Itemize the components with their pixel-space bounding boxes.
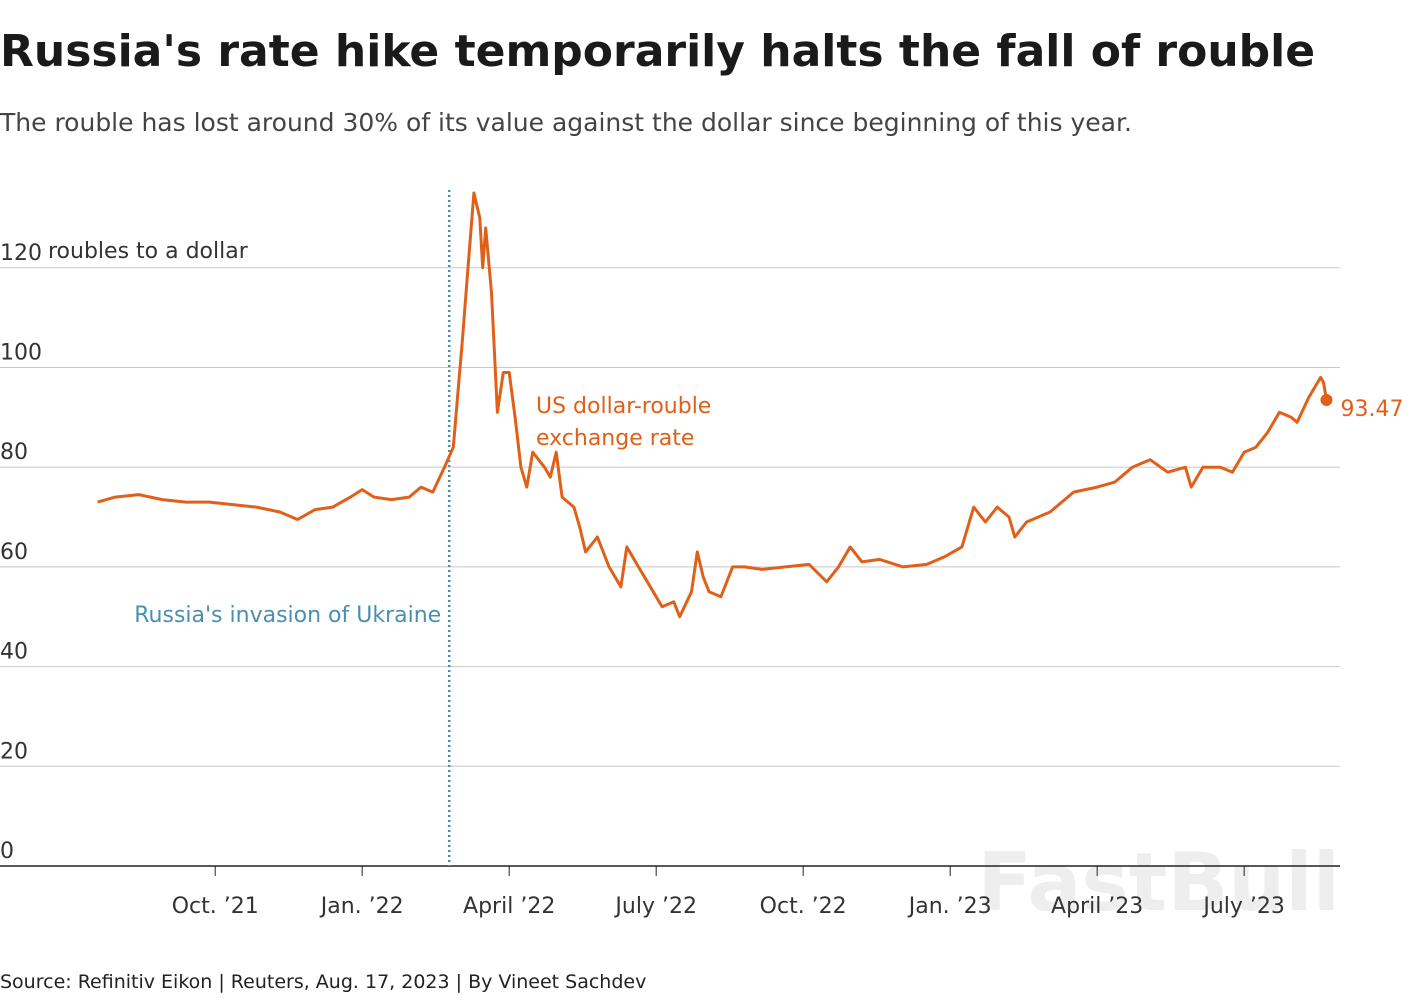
- x-tick-label: July ’22: [613, 894, 697, 919]
- watermark: FastBull: [977, 836, 1340, 929]
- invasion-label: Russia's invasion of Ukraine: [134, 603, 441, 628]
- x-tick-label: April ’22: [463, 894, 555, 919]
- end-dot: [1320, 394, 1333, 407]
- x-tick-label: Jan. ’23: [907, 894, 992, 919]
- y-tick-label: 120: [0, 241, 42, 266]
- x-tick-label: July ’23: [1201, 894, 1285, 919]
- end-label: 93.47: [1340, 397, 1403, 422]
- y-tick-label: 100: [0, 340, 42, 365]
- x-tick-label: Jan. ’22: [319, 894, 404, 919]
- source: Source: Refinitiv Eikon | Reuters, Aug. …: [0, 971, 646, 993]
- series-label: exchange rate: [536, 426, 694, 451]
- y-tick-label: 20: [0, 739, 28, 764]
- x-tick-label: Oct. ’22: [760, 894, 847, 919]
- x-tick-label: Oct. ’21: [172, 894, 259, 919]
- y-tick-label: 80: [0, 440, 28, 465]
- y-axis-label: roubles to a dollar: [48, 239, 249, 264]
- y-tick-label: 0: [0, 839, 14, 864]
- data-line: [97, 191, 1328, 619]
- series-label: US dollar-rouble: [536, 394, 711, 419]
- chart-title: Russia's rate hike temporarily halts the…: [0, 26, 1315, 77]
- y-tick-label: 60: [0, 540, 28, 565]
- x-tick-label: April ’23: [1051, 894, 1143, 919]
- chart-subtitle: The rouble has lost around 30% of its va…: [0, 108, 1132, 137]
- y-tick-label: 40: [0, 640, 28, 665]
